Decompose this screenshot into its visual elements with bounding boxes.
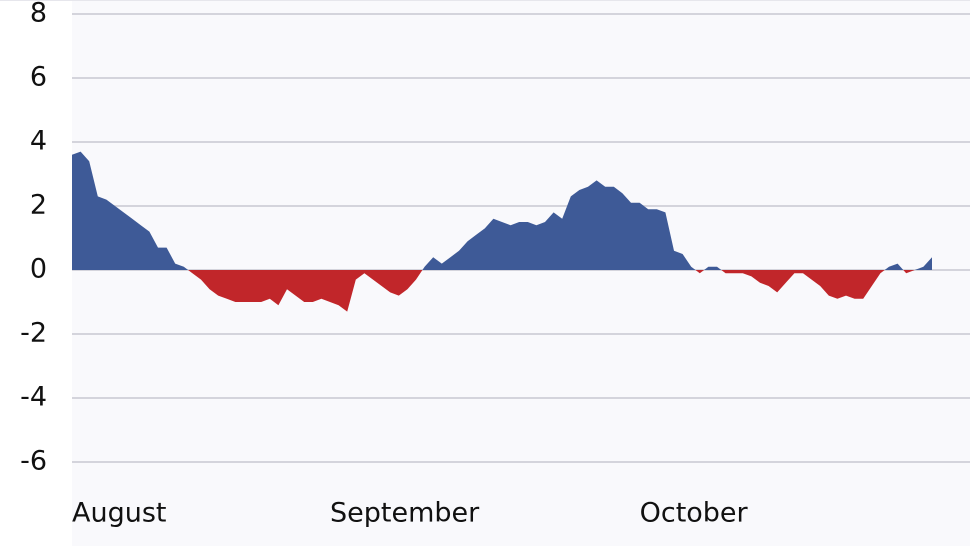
y-tick-label: 2 [30,190,47,221]
y-tick-label: -6 [20,446,47,477]
x-tick-label: August [72,498,167,529]
y-tick-label: 0 [30,254,47,285]
x-tick-label: October [640,498,749,529]
y-tick-label: 4 [30,126,47,157]
y-tick-label: 8 [30,0,47,29]
y-tick-label: -2 [20,318,47,349]
area [72,151,932,312]
y-tick-label: -4 [20,382,47,413]
y-tick-label: 6 [30,62,47,93]
x-tick-label: September [330,498,480,529]
